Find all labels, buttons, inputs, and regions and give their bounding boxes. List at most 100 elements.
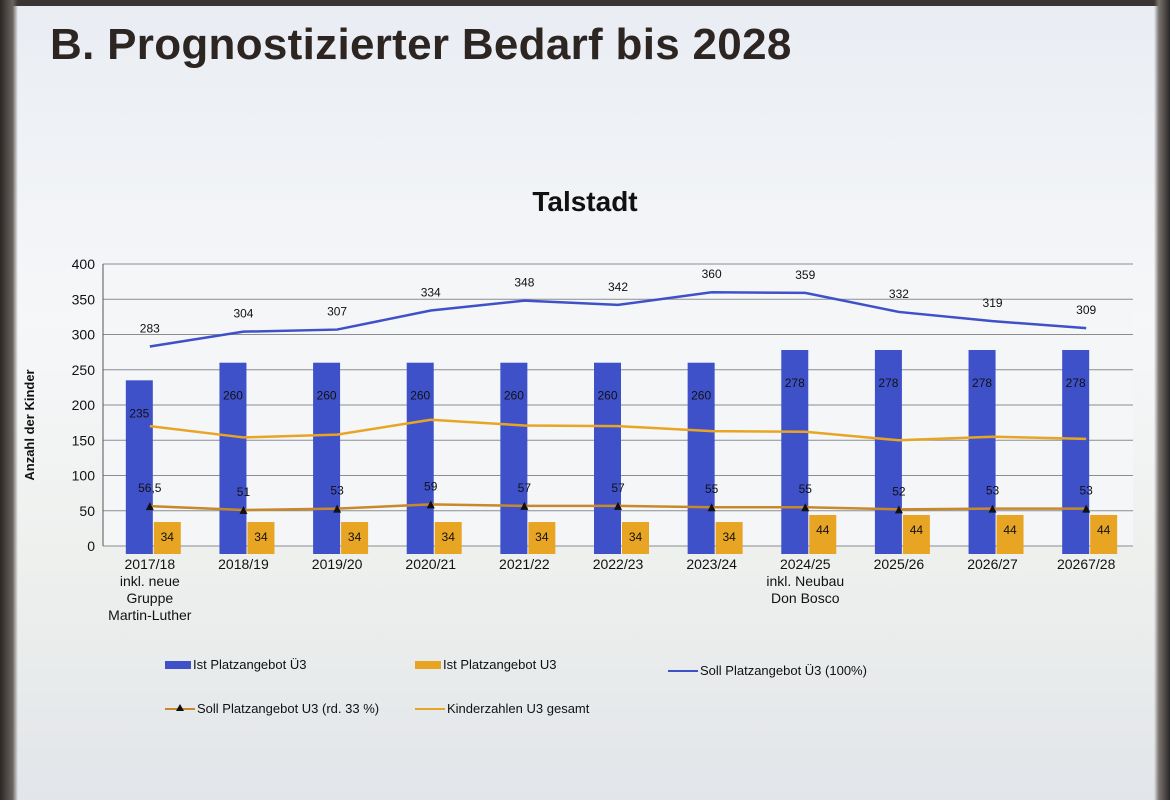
soll-u3-label: 53: [330, 484, 344, 498]
bar-ist-ue3: [968, 350, 996, 554]
bar-ist-u3: [153, 522, 181, 554]
soll-u3-label: 55: [705, 482, 719, 496]
soll-ue3-label: 304: [233, 307, 253, 321]
soll-u3-marker: [988, 504, 997, 513]
line-kinderzahlen-u3: [149, 418, 1087, 442]
x-tick-label: 2024/25: [780, 556, 831, 572]
bar-ist-ue3-label: 260: [691, 389, 711, 403]
bar-ist-ue3: [594, 362, 621, 554]
soll-u3-label: 53: [1080, 484, 1094, 498]
bar-ist-u3: [902, 514, 930, 554]
bar-ist-u3: [341, 522, 369, 554]
bar-ist-ue3-label: 278: [878, 376, 898, 390]
y-tick-label: 0: [87, 538, 95, 554]
soll-u3-marker: [239, 506, 248, 515]
bar-ist-ue3: [1062, 350, 1090, 554]
bar-ist-ue3: [874, 350, 902, 554]
soll-u3-label: 53: [986, 484, 1000, 498]
bar-ist-u3-label: 34: [629, 530, 643, 544]
x-tick-label: Martin-Luther: [108, 607, 192, 623]
bar-ist-ue3-label: 260: [410, 389, 430, 403]
soll-ue3-label: 359: [795, 268, 815, 282]
line-soll-ue3: [149, 290, 1087, 348]
x-tick-label: 2023/24: [686, 556, 737, 572]
legend-label: Soll Platzangebot U3 (rd. 33 %): [197, 701, 380, 716]
soll-u3-label: 56,5: [138, 481, 162, 495]
bar-ist-u3: [247, 522, 275, 554]
bar-ist-ue3: [687, 362, 715, 554]
y-tick-label: 200: [72, 397, 96, 413]
soll-u3-marker: [707, 503, 716, 512]
screen-frame-right: [1154, 0, 1170, 800]
x-tick-label: 2017/18: [125, 556, 176, 572]
soll-ue3-label: 342: [608, 280, 628, 294]
triangle-marker-icon: [176, 703, 184, 711]
y-axis-label: Anzahl der Kinder: [22, 369, 37, 480]
legend-swatch-orange-line: [415, 707, 445, 710]
bar-ist-ue3-label: 278: [972, 376, 992, 390]
bar-ist-u3-label: 34: [535, 530, 549, 544]
soll-ue3-label: 319: [983, 296, 1003, 310]
soll-u3-label: 52: [892, 484, 906, 498]
bar-ist-ue3-label: 260: [504, 389, 524, 403]
legend-swatch-blue-line: [668, 669, 698, 672]
bar-ist-u3-label: 34: [348, 530, 362, 544]
bar-ist-ue3: [125, 380, 153, 554]
soll-ue3-label: 307: [327, 305, 347, 319]
bar-ist-u3-label: 34: [161, 530, 175, 544]
bar-ist-u3-label: 44: [816, 523, 830, 537]
soll-u3-marker: [801, 503, 810, 512]
legend-label: Soll Platzangebot Ü3 (100%): [700, 663, 867, 678]
bar-ist-u3: [528, 522, 556, 554]
soll-ue3-label: 283: [140, 321, 160, 335]
bar-ist-ue3-label: 260: [223, 389, 243, 403]
soll-u3-marker: [426, 500, 435, 509]
bar-ist-u3: [715, 522, 743, 554]
bar-ist-u3: [622, 522, 649, 554]
soll-u3-label: 51: [237, 485, 251, 499]
bar-ist-u3-label: 34: [722, 530, 736, 544]
legend-swatch-orange-bar: [415, 660, 441, 669]
slide-title: B. Prognostizierter Bedarf bis 2028: [50, 20, 792, 69]
bar-ist-u3-label: 44: [1097, 523, 1111, 537]
bar-ist-ue3: [313, 362, 341, 554]
bar-ist-ue3: [500, 362, 528, 554]
bar-ist-ue3-label: 278: [785, 376, 805, 390]
soll-u3-label: 57: [518, 481, 532, 495]
x-tick-label: Don Bosco: [771, 590, 840, 606]
bar-ist-u3: [809, 514, 837, 554]
x-tick-label: 20267/28: [1057, 556, 1116, 572]
soll-ue3-label: 348: [514, 276, 534, 290]
soll-u3-marker: [333, 504, 342, 513]
bar-ist-u3-label: 44: [1003, 523, 1017, 537]
x-tick-label: 2020/21: [405, 556, 456, 572]
y-tick-label: 250: [72, 362, 96, 378]
y-tick-label: 350: [72, 291, 96, 307]
bar-ist-ue3-label: 260: [317, 389, 337, 403]
screen-frame-left: [0, 0, 18, 800]
soll-u3-label: 57: [611, 481, 625, 495]
bar-ist-ue3-label: 235: [129, 406, 149, 420]
y-tick-label: 300: [72, 327, 96, 343]
legend-swatch-blue-bar: [165, 660, 191, 669]
x-tick-label: 2026/27: [967, 556, 1018, 572]
soll-u3-label: 55: [799, 482, 813, 496]
soll-ue3-label: 309: [1076, 303, 1096, 317]
soll-u3-marker: [1082, 504, 1091, 513]
legend-item-soll-u3: Soll Platzangebot U3 (rd. 33 %): [165, 701, 379, 716]
soll-ue3-label: 360: [702, 267, 722, 281]
legend-item-ist-u3-under: Ist Platzangebot U3: [415, 657, 556, 672]
screen-frame-top: [0, 0, 1170, 6]
soll-ue3-label: 334: [421, 286, 441, 300]
bar-ist-ue3-label: 278: [1066, 376, 1086, 390]
bar-ist-u3: [434, 522, 462, 554]
bar-ist-u3-label: 34: [254, 530, 268, 544]
soll-u3-marker: [145, 502, 154, 511]
x-tick-label: 2018/19: [218, 556, 269, 572]
x-tick-label: 2019/20: [312, 556, 363, 572]
bar-ist-ue3: [219, 362, 247, 554]
bar-ist-ue3-label: 260: [597, 389, 617, 403]
x-tick-label: 2021/22: [499, 556, 550, 572]
y-tick-label: 150: [72, 432, 96, 448]
